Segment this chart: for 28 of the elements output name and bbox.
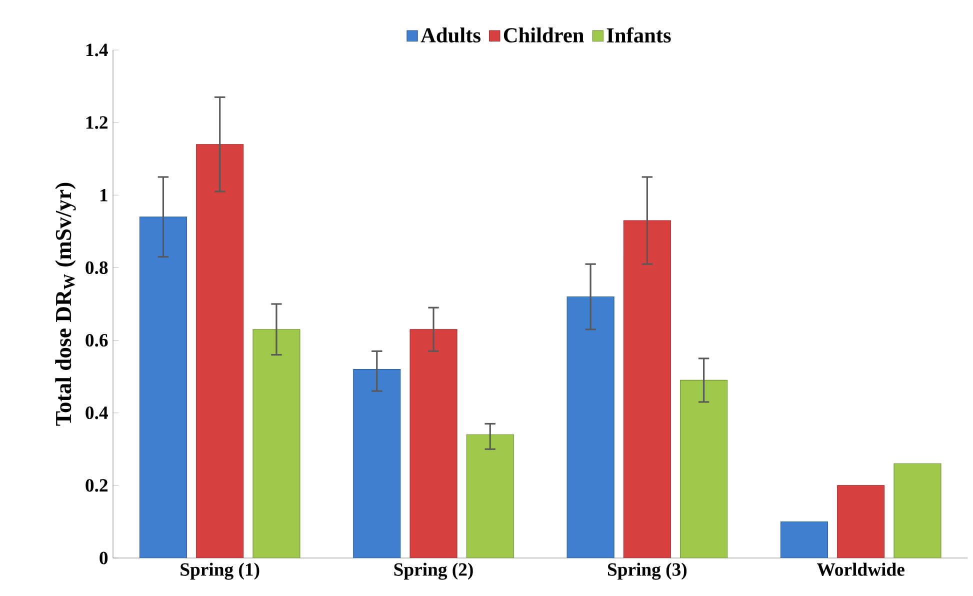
bar bbox=[894, 463, 942, 558]
legend-label: Adults bbox=[420, 27, 480, 43]
y-tick-label: 0.2 bbox=[86, 479, 108, 492]
y-tick-label: 0.4 bbox=[86, 406, 108, 420]
y-axis-title: Total dose DR$_{W}$ (mSv/yr) bbox=[55, 182, 76, 426]
bar bbox=[196, 144, 244, 558]
bar bbox=[410, 329, 458, 558]
y-tick-label: 0.8 bbox=[86, 261, 108, 274]
y-tick-label: 1.4 bbox=[86, 44, 108, 56]
y-tick-label: 0.6 bbox=[86, 334, 108, 347]
bar bbox=[623, 220, 671, 558]
bar bbox=[566, 296, 614, 558]
bar bbox=[466, 434, 514, 558]
bar bbox=[680, 380, 728, 558]
y-tick-label: 0 bbox=[100, 552, 108, 564]
y-tick-label: 1.2 bbox=[86, 116, 108, 129]
legend-label: Children bbox=[504, 27, 584, 42]
x-tick-label: Worldwide bbox=[817, 562, 904, 576]
x-tick-label: Spring (3) bbox=[608, 562, 687, 580]
bar bbox=[252, 329, 300, 558]
bar bbox=[139, 216, 187, 558]
x-tick-label: Spring (2) bbox=[394, 562, 473, 580]
y-tick-label: 1 bbox=[100, 188, 108, 202]
bar bbox=[780, 521, 828, 558]
x-tick-label: Spring (1) bbox=[180, 562, 260, 580]
bar bbox=[353, 369, 401, 558]
bar bbox=[837, 485, 885, 558]
legend-label: Infants bbox=[606, 27, 671, 43]
